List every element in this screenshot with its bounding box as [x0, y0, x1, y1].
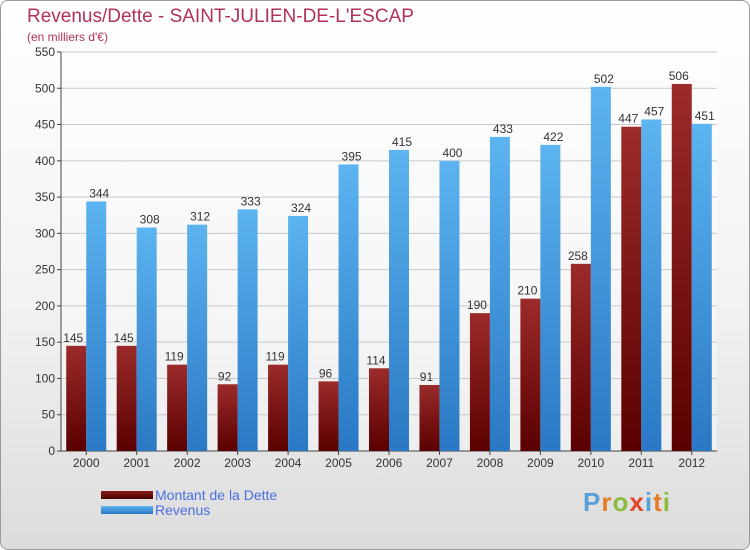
bar-revenus	[187, 224, 208, 451]
x-tick-label: 2009	[527, 456, 554, 470]
legend-swatch-dette	[101, 490, 153, 499]
data-label-dette: 92	[218, 369, 232, 383]
y-tick-label: 450	[35, 118, 55, 132]
bar-dette	[318, 381, 339, 451]
bar-revenus	[389, 149, 409, 451]
y-tick-label: 250	[35, 263, 55, 277]
bar-dette	[66, 345, 87, 451]
y-tick-label: 50	[42, 408, 56, 422]
bar-revenus	[489, 136, 510, 452]
bar-revenus	[237, 209, 258, 451]
bar-revenus	[691, 123, 712, 451]
data-label-dette: 145	[63, 331, 83, 345]
bar-revenus	[338, 164, 359, 452]
x-tick-label: 2004	[275, 456, 302, 470]
data-label-dette: 210	[517, 284, 537, 298]
legend-item-revenus: Revenus	[101, 501, 277, 518]
legend-label-revenus: Revenus	[155, 501, 211, 518]
y-tick-label: 0	[48, 444, 55, 458]
data-label-dette: 190	[467, 298, 487, 312]
x-tick-label: 2011	[628, 456, 654, 470]
bar-dette	[469, 313, 490, 451]
bar-revenus	[86, 201, 107, 451]
bar-dette	[167, 364, 188, 451]
logo-letter: o	[612, 487, 630, 517]
x-tick-label: 2001	[123, 456, 150, 470]
data-label-dette: 91	[420, 370, 434, 384]
logo-letter: P	[583, 487, 602, 517]
logo-letter: i	[644, 487, 654, 517]
logo-letter: r	[601, 487, 613, 517]
logo-letter: i	[662, 487, 671, 517]
bar-dette	[369, 368, 389, 451]
legend-swatch-revenus	[101, 505, 153, 514]
x-tick-label: 2010	[577, 456, 604, 470]
y-tick-label: 100	[35, 371, 55, 385]
data-label-dette: 119	[266, 350, 285, 364]
data-label-revenus: 333	[241, 194, 261, 208]
bar-dette	[520, 298, 541, 451]
chart-title: Revenus/Dette - SAINT-JULIEN-DE-L'ESCAP	[27, 6, 414, 27]
bar-dette	[621, 126, 642, 452]
logo-letter: x	[629, 487, 645, 517]
y-tick-label: 400	[35, 154, 55, 168]
data-label-revenus: 422	[543, 130, 563, 144]
y-tick-label: 300	[35, 226, 55, 240]
x-tick-label: 2012	[678, 456, 705, 470]
y-tick-label: 150	[35, 335, 55, 349]
bar-revenus	[641, 119, 662, 451]
data-label-revenus: 308	[140, 213, 160, 227]
bar-revenus	[136, 227, 157, 451]
bar-revenus	[540, 144, 561, 451]
x-tick-label: 2003	[224, 456, 251, 470]
x-tick-label: 2005	[325, 456, 352, 470]
data-label-revenus: 344	[89, 186, 109, 200]
data-label-revenus: 457	[644, 104, 664, 118]
data-label-dette: 506	[669, 69, 689, 83]
bar-dette	[217, 384, 238, 451]
legend-item-dette: Montant de la Dette	[101, 486, 278, 503]
x-tick-label: 2002	[174, 456, 201, 470]
data-label-revenus: 433	[493, 122, 513, 136]
data-label-dette: 447	[618, 112, 638, 126]
proxiti-logo: Proxiti	[583, 487, 671, 518]
data-label-dette: 96	[319, 366, 333, 380]
data-label-revenus: 415	[392, 135, 412, 149]
bar-revenus	[288, 215, 309, 451]
logo-letter: t	[653, 487, 663, 517]
bar-dette	[671, 83, 692, 452]
data-label-dette: 114	[366, 353, 385, 367]
data-label-revenus: 400	[442, 146, 462, 160]
x-tick-label: 2006	[376, 456, 403, 470]
bar-dette	[419, 384, 440, 451]
data-label-dette: 258	[568, 249, 588, 263]
y-tick-label: 500	[35, 81, 55, 95]
y-tick-label: 550	[35, 45, 55, 59]
y-tick-label: 200	[35, 299, 55, 313]
bar-revenus	[590, 86, 611, 452]
data-label-revenus: 451	[695, 109, 715, 123]
chart-subtitle: (en milliers d'€)	[27, 30, 108, 44]
data-label-revenus: 312	[190, 210, 210, 224]
bar-dette	[116, 345, 137, 451]
y-tick-label: 350	[35, 190, 55, 204]
legend-label-dette: Montant de la Dette	[155, 486, 278, 503]
data-label-revenus: 502	[594, 72, 614, 86]
data-label-dette: 145	[114, 331, 134, 345]
data-label-revenus: 395	[342, 149, 362, 163]
x-tick-label: 2000	[73, 456, 100, 470]
x-tick-label: 2007	[426, 456, 453, 470]
legend: Montant de la Dette Revenus	[101, 486, 278, 518]
data-label-dette: 119	[165, 350, 184, 364]
bar-dette	[570, 263, 591, 451]
x-tick-label: 2008	[477, 456, 504, 470]
data-label-revenus: 324	[291, 201, 311, 215]
bar-revenus	[439, 160, 460, 451]
bar-dette	[268, 364, 289, 451]
